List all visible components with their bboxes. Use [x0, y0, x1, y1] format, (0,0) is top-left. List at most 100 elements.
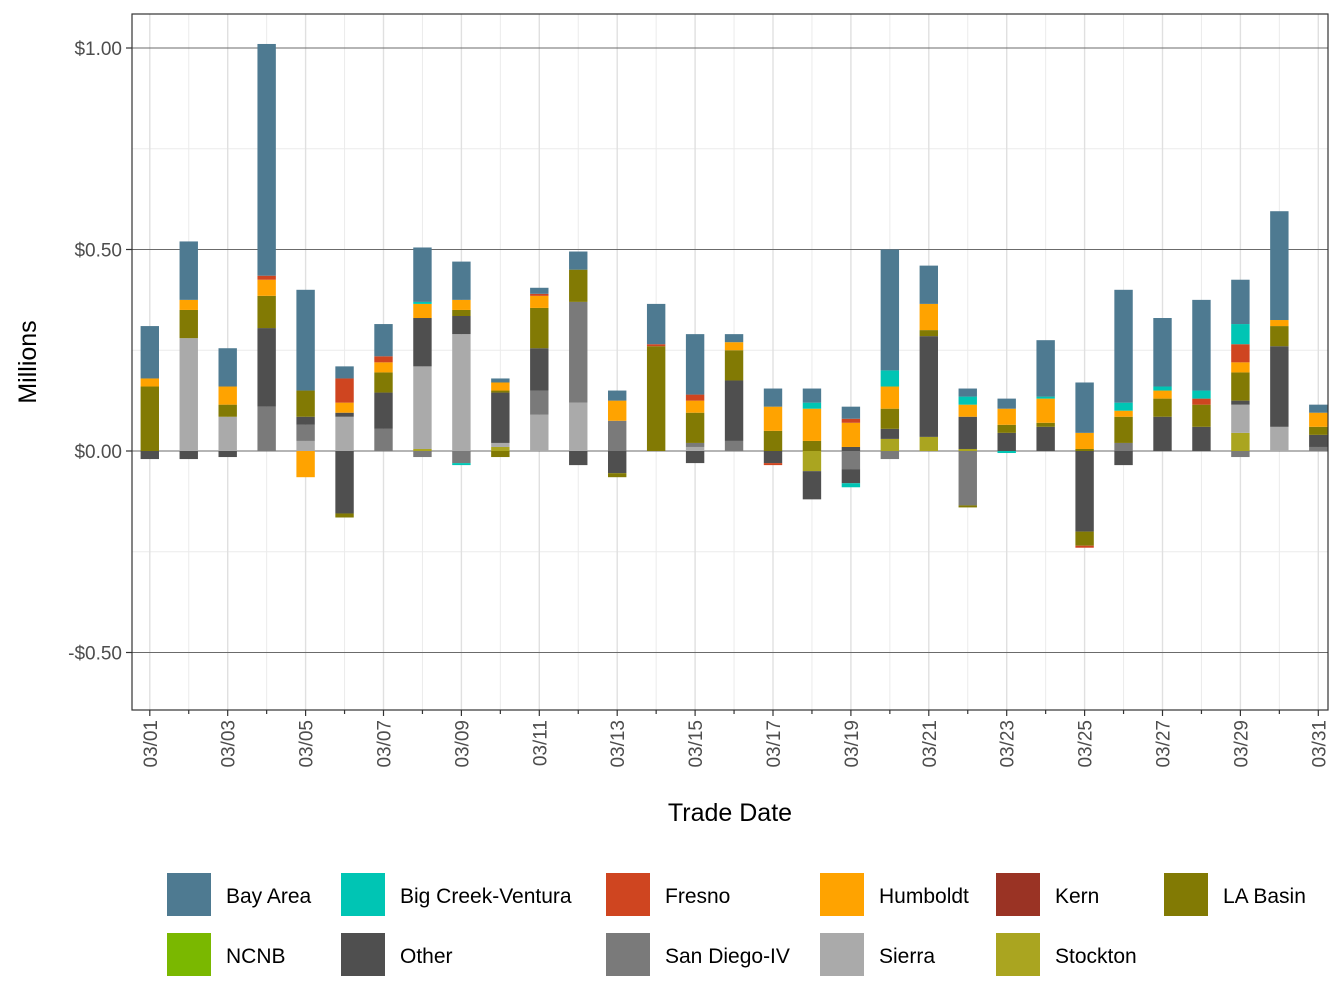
- bar-segment-big-creek-ventura: [1114, 402, 1133, 411]
- bar-segment-humboldt: [1231, 362, 1250, 373]
- bar-segment-san-diego-iv: [608, 420, 627, 451]
- bar-segment-fresno: [685, 394, 705, 401]
- bar-segment-la-basin: [608, 473, 627, 478]
- bar-segment-fresno: [763, 463, 783, 466]
- bar-segment-fresno: [530, 293, 549, 296]
- bar-segment-bay-area: [958, 388, 977, 397]
- legend-swatch: [996, 933, 1040, 976]
- bar-segment-san-diego-iv: [724, 440, 744, 451]
- bar-segment-la-basin: [1270, 326, 1289, 347]
- bar-segment-bay-area: [919, 265, 938, 304]
- legend: Bay Area Big Creek-Ventura Fresno Humboldt K…: [167, 873, 1306, 976]
- bar-segment-other: [608, 451, 627, 474]
- y-axis-title: Millions: [14, 320, 42, 403]
- bar-03/14: [646, 303, 666, 451]
- legend-item-other: Other: [341, 933, 453, 976]
- legend-swatch: [341, 933, 385, 976]
- bar-03/12: [569, 251, 588, 466]
- bar-segment-other: [452, 315, 471, 335]
- bar-segment-humboldt: [1309, 412, 1328, 427]
- bar-segment-other: [530, 348, 549, 391]
- bar-03/09: [452, 261, 471, 466]
- legend-label: Humboldt: [879, 885, 969, 908]
- bar-segment-other: [257, 328, 276, 407]
- bar-segment-other: [491, 392, 510, 443]
- legend-swatch: [606, 933, 650, 976]
- bar-segment-bay-area: [452, 261, 471, 300]
- bar-segment-humboldt: [1153, 390, 1172, 399]
- legend-label: NCNB: [226, 945, 286, 968]
- bar-segment-san-diego-iv: [841, 451, 861, 470]
- bar-segment-sierra: [491, 442, 510, 447]
- bar-segment-humboldt: [1114, 410, 1133, 417]
- bar-segment-other: [296, 416, 315, 425]
- bar-segment-sierra: [1231, 404, 1250, 433]
- x-tick-label: 03/07: [375, 720, 396, 768]
- bar-segment-san-diego-iv: [1114, 442, 1133, 451]
- bar-03/17: [763, 388, 783, 466]
- bar-segment-la-basin: [958, 505, 977, 508]
- bar-segment-la-basin: [530, 307, 549, 349]
- bar-segment-bay-area: [646, 303, 666, 345]
- bar-segment-bay-area: [1192, 299, 1211, 391]
- bar-segment-bay-area: [140, 326, 159, 379]
- bars-layer: [140, 43, 1328, 548]
- bar-03/30: [1270, 211, 1289, 451]
- bar-segment-la-basin: [257, 295, 276, 329]
- bar-segment-humboldt: [608, 400, 627, 421]
- x-tick-label: 03/23: [998, 720, 1019, 768]
- bar-segment-other: [802, 471, 822, 500]
- bar-03/18: [802, 388, 822, 500]
- x-tick-label: 03/27: [1154, 720, 1175, 768]
- legend-item-stockton: Stockton: [996, 933, 1137, 976]
- bar-segment-bay-area: [179, 241, 198, 300]
- bar-segment-humboldt: [218, 386, 237, 405]
- bar-segment-other: [958, 416, 977, 449]
- x-tick-label: 03/11: [530, 720, 551, 766]
- bar-segment-humboldt: [724, 342, 744, 351]
- bar-segment-bay-area: [413, 247, 432, 302]
- bar-segment-humboldt: [841, 422, 861, 447]
- y-tick-label: -$0.50: [68, 644, 122, 665]
- x-tick-label: 03/01: [141, 720, 162, 768]
- bar-segment-la-basin: [685, 412, 705, 443]
- legend-item-fresno: Fresno: [606, 873, 730, 916]
- legend-item-sierra: Sierra: [820, 933, 935, 976]
- bar-segment-humboldt: [685, 400, 705, 413]
- bar-segment-bay-area: [802, 388, 822, 403]
- bar-segment-la-basin: [1231, 372, 1250, 401]
- bar-segment-bay-area: [530, 287, 549, 294]
- bar-segment-humboldt: [1075, 432, 1094, 449]
- x-tick-label: 03/21: [920, 720, 941, 768]
- legend-label: San Diego-IV: [665, 945, 790, 968]
- bar-segment-other: [919, 336, 938, 437]
- bar-segment-la-basin: [880, 408, 900, 429]
- bar-segment-humboldt: [452, 299, 471, 310]
- bar-segment-sierra: [296, 440, 315, 451]
- bar-segment-sierra: [569, 402, 588, 451]
- bar-segment-la-basin: [296, 390, 315, 417]
- bar-segment-san-diego-iv: [1231, 451, 1250, 458]
- bar-segment-san-diego-iv: [296, 424, 315, 441]
- bar-segment-humboldt: [802, 408, 822, 441]
- legend-label: Stockton: [1055, 945, 1137, 968]
- bar-segment-fresno: [1075, 545, 1094, 548]
- bar-03/31: [1309, 404, 1328, 451]
- bar-segment-la-basin: [1309, 426, 1328, 435]
- bar-03/22: [958, 388, 977, 508]
- bar-segment-humboldt: [491, 382, 510, 391]
- bar-segment-san-diego-iv: [530, 390, 549, 415]
- bar-segment-humboldt: [140, 378, 159, 387]
- bar-03/11: [530, 287, 549, 451]
- bar-segment-big-creek-ventura: [841, 483, 861, 488]
- bar-segment-la-basin: [724, 350, 744, 381]
- bar-segment-other: [569, 451, 588, 466]
- bar-segment-fresno: [335, 378, 354, 403]
- bar-segment-sierra: [179, 338, 198, 451]
- x-tick-label: 03/25: [1076, 720, 1097, 768]
- bar-segment-humboldt: [880, 386, 900, 409]
- bar-03/29: [1231, 279, 1250, 458]
- bar-segment-humboldt: [958, 404, 977, 417]
- bar-segment-stockton: [880, 438, 900, 451]
- bar-segment-other: [179, 451, 198, 460]
